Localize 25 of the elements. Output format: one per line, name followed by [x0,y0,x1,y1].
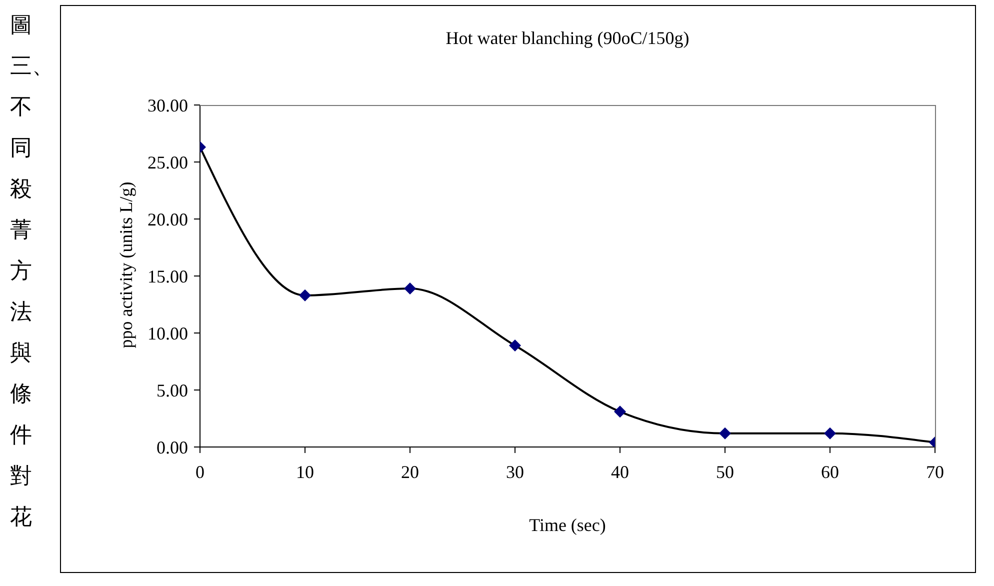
y-tick-label: 10.00 [148,323,188,344]
y-tick-label: 25.00 [148,152,188,172]
x-tick-label: 70 [926,462,944,482]
x-axis-title: Time (sec) [528,515,607,536]
point [719,427,731,440]
x-tick-label: 20 [401,462,419,482]
y-axis-title: ppo activity (units L/g) [116,180,137,350]
y-tick-label: 15.00 [148,266,188,286]
point [824,427,836,440]
y-tick-label: 30.00 [148,95,188,116]
x-tick-label: 10 [296,462,314,482]
y-tick-label: 20.00 [148,209,188,230]
point [614,406,626,418]
point [299,289,311,302]
x-tick-label: 30 [506,462,524,482]
chart-title: Hot water blanching (90oC/150g) [444,28,690,49]
y-tick-label: 0.00 [156,437,188,458]
y-tick-label: 5.00 [156,380,188,400]
x-tick-label: 50 [716,462,734,482]
text: 圖三、不同殺菁方法與條件對花 [10,12,54,529]
x-tick-label: 60 [821,462,839,482]
point [404,282,416,295]
x-tick-label: 0 [196,462,204,482]
x-tick-label: 40 [611,462,629,482]
point [509,340,521,352]
